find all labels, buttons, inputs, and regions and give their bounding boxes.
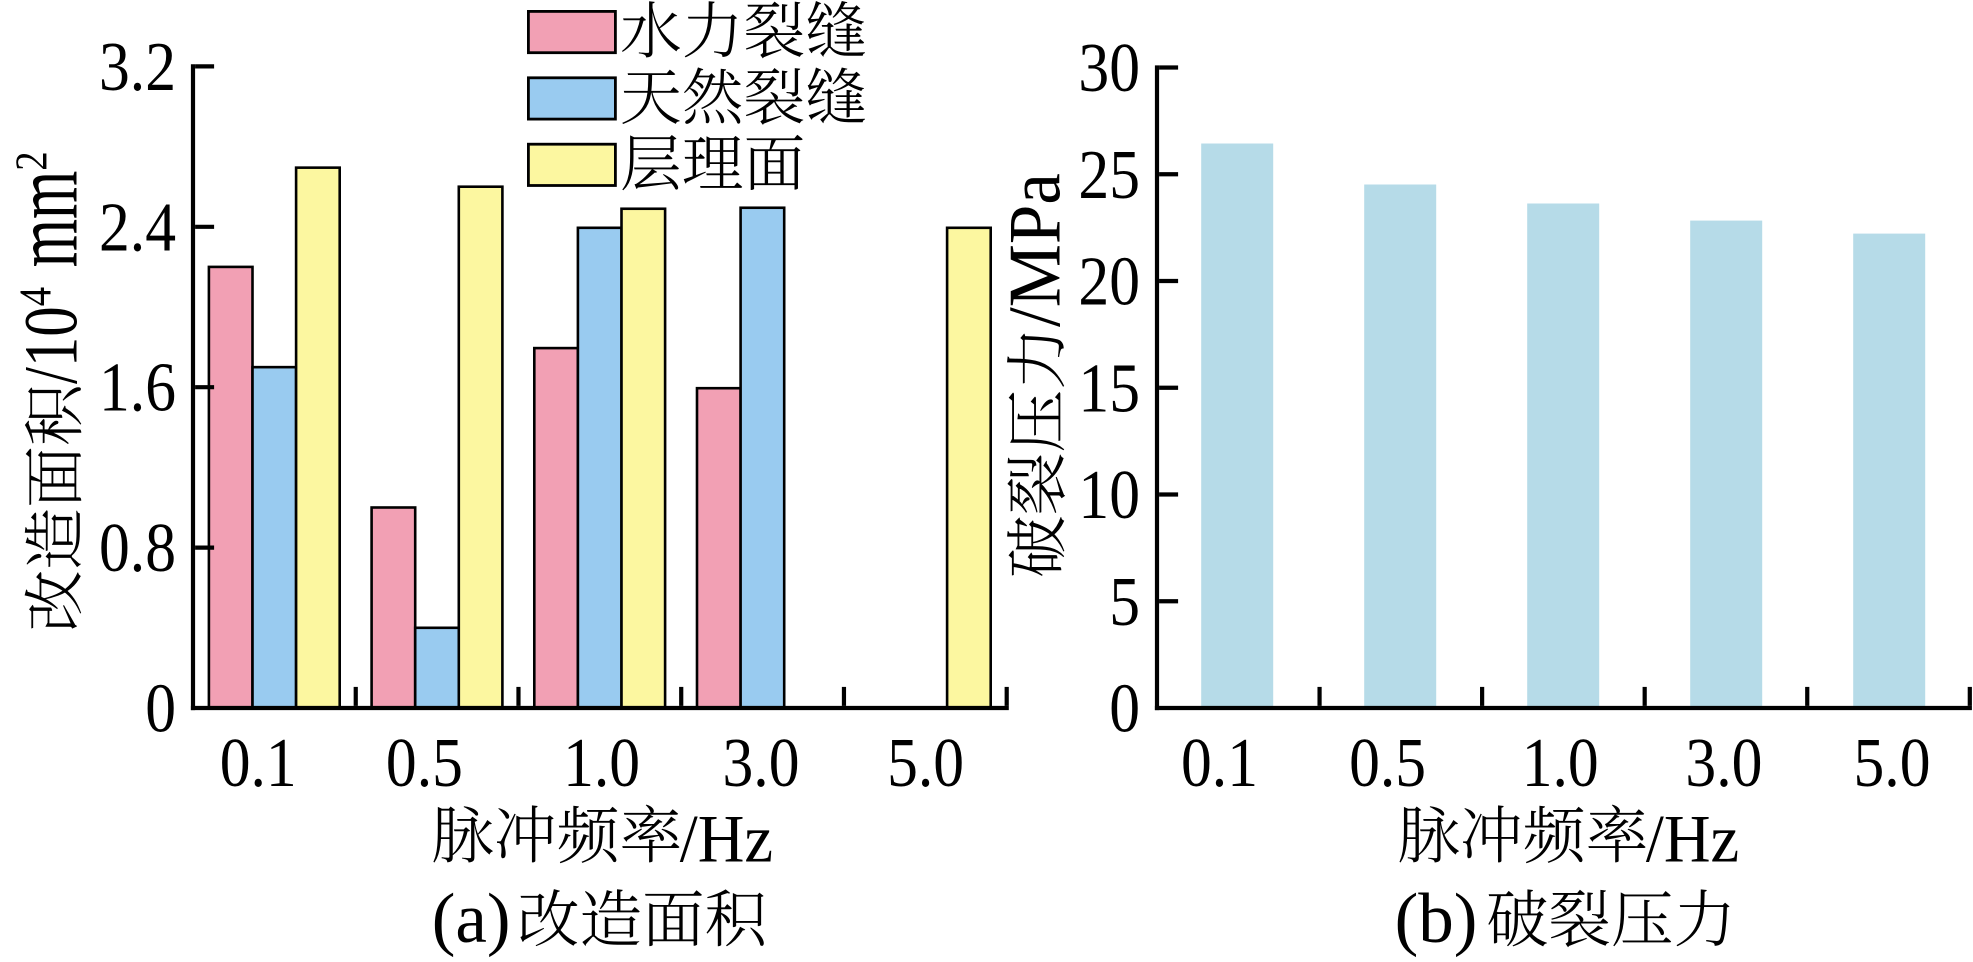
svg-text:3.2: 3.2 [99,28,176,106]
svg-text:5.0: 5.0 [1854,724,1931,802]
svg-text:5.0: 5.0 [887,724,964,802]
svg-text:25: 25 [1078,136,1140,214]
svg-text:/MPa: /MPa [993,173,1076,327]
svg-text:mm: mm [0,171,97,268]
svg-text:0.1: 0.1 [220,724,297,802]
svg-text:(b): (b) [1395,880,1478,958]
svg-text:2: 2 [8,151,57,170]
svg-text:3.0: 3.0 [1685,724,1762,802]
svg-text:0.1: 0.1 [1181,724,1258,802]
svg-text:/Hz: /Hz [1646,802,1739,877]
svg-text:0: 0 [145,670,176,748]
svg-text:0.5: 0.5 [386,724,463,802]
svg-text:10: 10 [1078,456,1140,534]
svg-text:1.0: 1.0 [563,724,640,802]
svg-text:0.8: 0.8 [99,510,176,588]
svg-text:4: 4 [12,287,61,306]
svg-text:(a): (a) [432,880,511,958]
svg-text:30: 30 [1078,29,1140,107]
svg-text:2.4: 2.4 [99,189,176,267]
svg-text:3.0: 3.0 [723,724,800,802]
svg-text:20: 20 [1078,243,1140,321]
svg-text:15: 15 [1078,350,1140,428]
svg-text:/10: /10 [9,306,93,384]
svg-text:0.5: 0.5 [1349,724,1426,802]
svg-text:5: 5 [1109,563,1140,641]
svg-text:1.6: 1.6 [99,349,176,427]
svg-text:0: 0 [1109,670,1140,748]
svg-text:/Hz: /Hz [680,802,773,877]
svg-text:1.0: 1.0 [1522,724,1599,802]
